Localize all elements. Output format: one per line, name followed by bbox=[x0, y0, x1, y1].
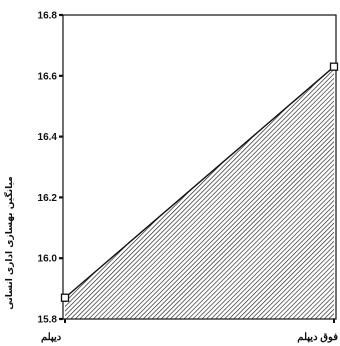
data-point-marker bbox=[329, 62, 339, 71]
data-marks bbox=[60, 62, 339, 302]
y-tick-label: 16.0 bbox=[38, 254, 58, 265]
y-axis-label: میانگین بهسازی اداری انسانی bbox=[3, 176, 15, 309]
y-axis-ticks: 15.8 16.0 16.2 16.4 16.6 16.8 دیپلم فوق دیپلم bbox=[38, 11, 339, 344]
y-tick-label: 16.4 bbox=[38, 132, 58, 143]
series-line bbox=[64, 66, 335, 299]
data-point-marker bbox=[60, 293, 70, 302]
x-category-label: فوق دیپلم bbox=[297, 332, 338, 343]
area-fill-series bbox=[65, 66, 334, 320]
y-tick-label: 16.6 bbox=[38, 71, 58, 82]
y-tick-label: 16.8 bbox=[38, 11, 58, 22]
x-category-label: دیپلم bbox=[41, 332, 62, 343]
y-tick-label: 15.8 bbox=[38, 315, 58, 326]
y-tick-label: 16.2 bbox=[38, 193, 58, 204]
